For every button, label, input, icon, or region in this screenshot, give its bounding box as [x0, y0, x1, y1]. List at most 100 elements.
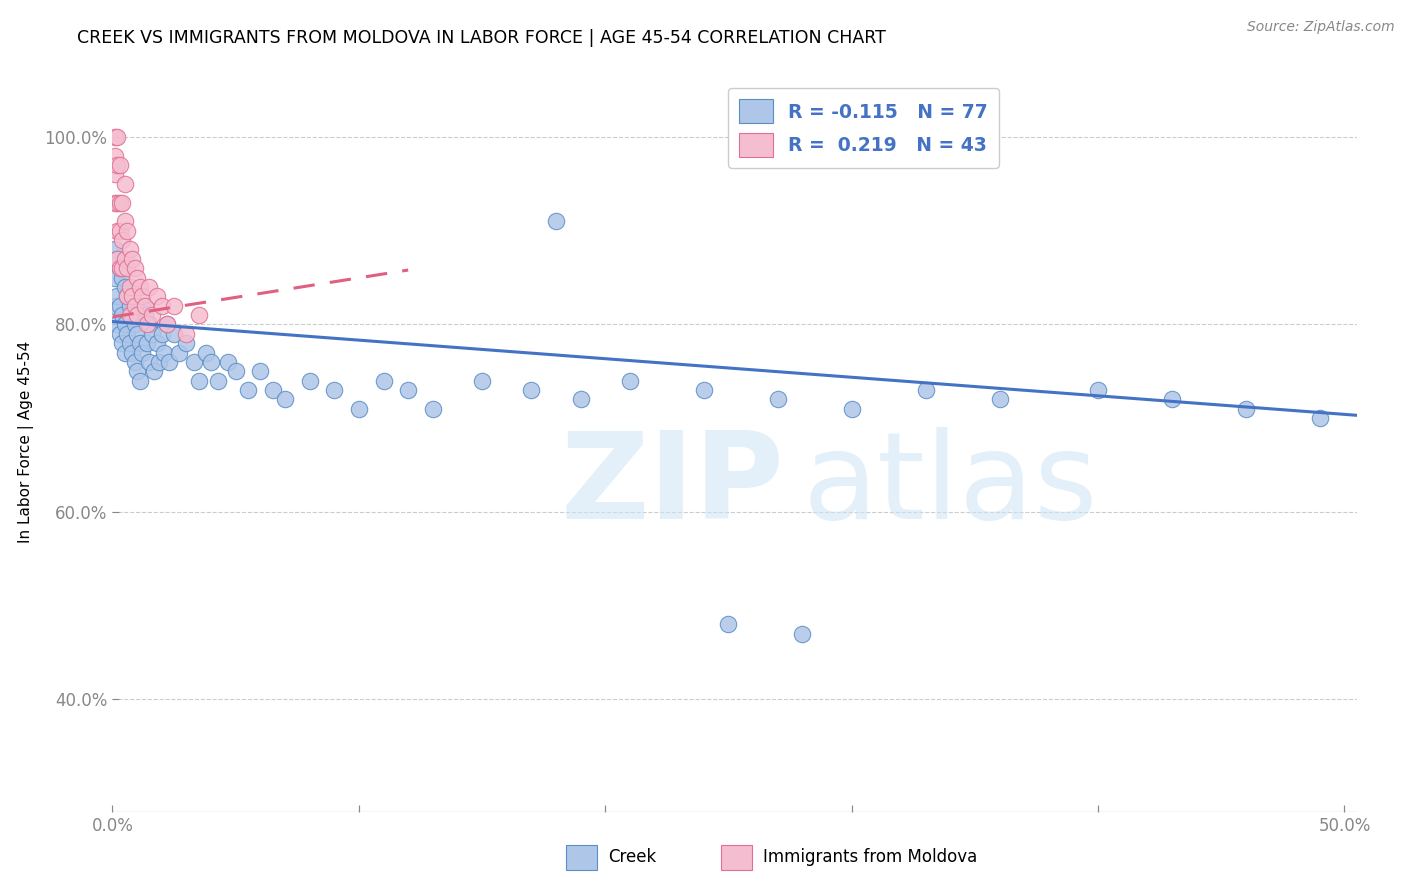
Point — [323, 383, 346, 397]
Point — [134, 299, 156, 313]
Point — [104, 299, 127, 313]
Point — [150, 326, 173, 341]
Point — [262, 383, 284, 397]
Point — [143, 364, 166, 378]
Point — [148, 355, 170, 369]
Point — [134, 308, 156, 322]
Point — [156, 318, 179, 332]
Point — [131, 345, 153, 359]
Point — [841, 401, 863, 416]
Point — [104, 149, 127, 163]
Point — [298, 374, 321, 388]
Point — [104, 195, 127, 210]
Y-axis label: In Labor Force | Age 45-54: In Labor Force | Age 45-54 — [17, 341, 34, 542]
Point — [111, 261, 134, 276]
Point — [792, 626, 814, 640]
Point — [117, 289, 139, 303]
Point — [111, 195, 134, 210]
Point — [118, 243, 141, 257]
Point — [111, 308, 134, 322]
Point — [107, 289, 129, 303]
Point — [138, 280, 160, 294]
Point — [124, 299, 146, 313]
Point — [157, 355, 180, 369]
Point — [111, 270, 134, 285]
Point — [225, 364, 247, 378]
Point — [167, 345, 190, 359]
Point — [121, 308, 143, 322]
Point — [107, 224, 129, 238]
Text: Source: ZipAtlas.com: Source: ZipAtlas.com — [1247, 20, 1395, 34]
Text: Immigrants from Moldova: Immigrants from Moldova — [762, 848, 977, 866]
Point — [136, 336, 159, 351]
Point — [163, 299, 186, 313]
Point — [141, 326, 163, 341]
Text: atlas: atlas — [803, 427, 1098, 544]
Point — [111, 233, 134, 247]
Point — [107, 158, 129, 172]
Point — [117, 261, 139, 276]
Text: Creek: Creek — [609, 848, 657, 866]
Point — [127, 326, 149, 341]
Point — [104, 168, 127, 182]
Point — [187, 374, 209, 388]
Bar — [720, 845, 751, 870]
Point — [121, 252, 143, 266]
Point — [114, 177, 136, 191]
Point — [1309, 411, 1331, 425]
Point — [128, 336, 150, 351]
Point — [108, 326, 131, 341]
Point — [118, 280, 141, 294]
Point — [108, 261, 131, 276]
Point — [108, 299, 131, 313]
Point — [114, 252, 136, 266]
Point — [127, 364, 149, 378]
Point — [128, 374, 150, 388]
Point — [1087, 383, 1109, 397]
Point — [118, 336, 141, 351]
Point — [118, 308, 141, 322]
Point — [717, 617, 740, 632]
Point — [108, 158, 131, 172]
Point — [107, 252, 129, 266]
Point — [347, 401, 370, 416]
Point — [107, 195, 129, 210]
Point — [138, 355, 160, 369]
Bar — [565, 845, 596, 870]
Point — [200, 355, 222, 369]
Point — [107, 318, 129, 332]
Point — [128, 280, 150, 294]
Point — [114, 345, 136, 359]
Point — [114, 280, 136, 294]
Point — [127, 308, 149, 322]
Point — [108, 195, 131, 210]
Point — [187, 308, 209, 322]
Point — [131, 289, 153, 303]
Point — [766, 392, 789, 407]
Point — [141, 308, 163, 322]
Point — [569, 392, 592, 407]
Point — [146, 336, 169, 351]
Point — [138, 318, 160, 332]
Point — [988, 392, 1011, 407]
Point — [124, 261, 146, 276]
Point — [396, 383, 419, 397]
Point — [121, 345, 143, 359]
Point — [150, 299, 173, 313]
Point — [236, 383, 259, 397]
Point — [422, 401, 444, 416]
Point — [108, 261, 131, 276]
Point — [544, 214, 567, 228]
Point — [1161, 392, 1184, 407]
Point — [104, 243, 127, 257]
Text: CREEK VS IMMIGRANTS FROM MOLDOVA IN LABOR FORCE | AGE 45-54 CORRELATION CHART: CREEK VS IMMIGRANTS FROM MOLDOVA IN LABO… — [77, 29, 886, 46]
Point — [693, 383, 716, 397]
Point — [195, 345, 218, 359]
Point — [176, 336, 198, 351]
Point — [117, 224, 139, 238]
Point — [107, 252, 129, 266]
Point — [249, 364, 271, 378]
Point — [136, 318, 159, 332]
Text: ZIP: ZIP — [561, 427, 785, 544]
Point — [274, 392, 297, 407]
